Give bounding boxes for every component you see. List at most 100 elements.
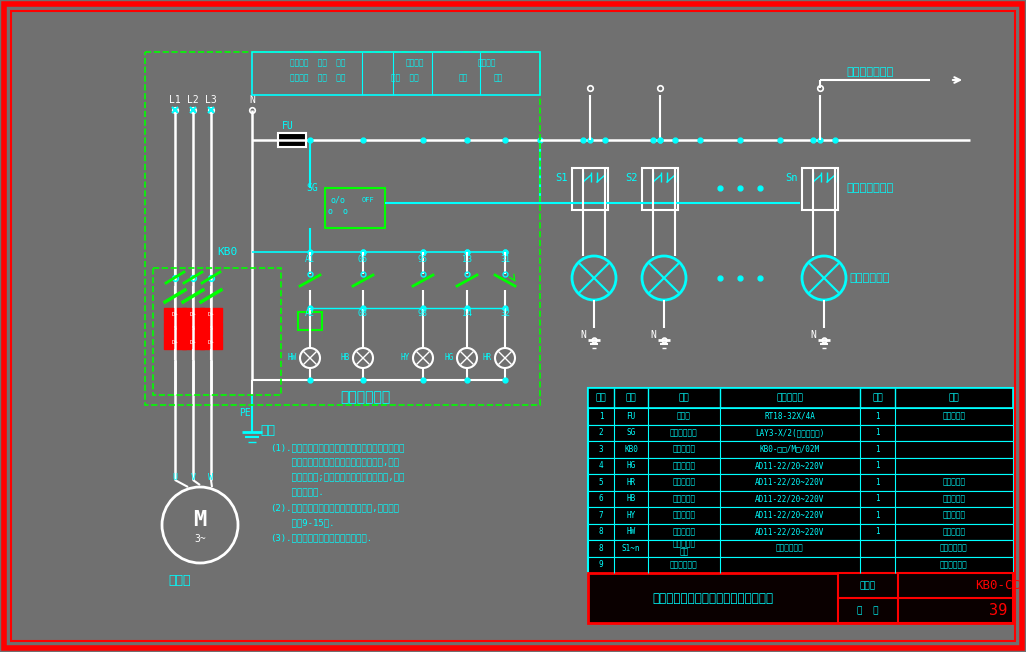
Text: 卫生间通风器与排风机联锁控制电路图: 卫生间通风器与排风机联锁控制电路图 — [653, 591, 774, 604]
Text: 报警  故障: 报警 故障 — [391, 74, 419, 83]
Text: 注：: 注： — [260, 424, 275, 436]
Text: FU: FU — [627, 412, 636, 421]
Text: 开关: 开关 — [679, 548, 688, 557]
Bar — [573, 168, 608, 210]
Text: HB: HB — [627, 494, 636, 503]
Text: 卫生间双极开关: 卫生间双极开关 — [846, 183, 894, 193]
Text: 报警信号: 报警信号 — [405, 59, 424, 68]
Text: 5: 5 — [599, 478, 603, 487]
Text: 备注: 备注 — [949, 394, 959, 402]
Text: L2: L2 — [187, 95, 199, 105]
Text: N: N — [249, 95, 254, 105]
Text: 装于各卫生间: 装于各卫生间 — [940, 560, 968, 569]
Text: 1: 1 — [875, 412, 880, 421]
Text: 排风机: 排风机 — [168, 574, 191, 587]
Text: 5: 5 — [192, 325, 195, 331]
Text: D>: D> — [190, 312, 196, 316]
Text: 绿色信号灯: 绿色信号灯 — [672, 461, 696, 470]
Bar — [252, 52, 540, 95]
Text: 装于各卫生间: 装于各卫生间 — [940, 544, 968, 553]
Text: 熔断器: 熔断器 — [677, 412, 690, 421]
Text: 06: 06 — [358, 256, 368, 265]
Text: HR: HR — [627, 478, 636, 487]
Text: FU: FU — [282, 121, 293, 131]
Text: (1).本图适用于各卫生间通风器与排风机联锁控制；: (1).本图适用于各卫生间通风器与排风机联锁控制； — [270, 443, 404, 452]
Text: S1: S1 — [555, 173, 568, 183]
Text: N: N — [811, 330, 816, 340]
Bar — [588, 557, 1013, 573]
Text: 8: 8 — [599, 544, 603, 553]
Text: 蓝色信号灯: 蓝色信号灯 — [672, 494, 696, 503]
Text: 5: 5 — [173, 325, 176, 331]
Text: 图集号: 图集号 — [860, 581, 876, 590]
Text: D>: D> — [207, 312, 214, 316]
Text: 1: 1 — [875, 527, 880, 536]
Text: S2: S2 — [626, 173, 638, 183]
Bar — [588, 507, 1013, 524]
Text: L1: L1 — [169, 95, 181, 105]
Text: HW: HW — [287, 353, 297, 363]
Bar — [642, 168, 678, 210]
Text: D>: D> — [190, 340, 196, 344]
Text: PE: PE — [239, 408, 251, 418]
Text: 5: 5 — [209, 325, 212, 331]
Text: 停止: 停止 — [494, 74, 503, 83]
Text: D>: D> — [171, 340, 179, 344]
Text: 排风机运行;当全部卫生间通风器关闭后,排风: 排风机运行;当全部卫生间通风器关闭后,排风 — [270, 473, 404, 482]
Text: 起键保护器: 起键保护器 — [672, 445, 696, 454]
Bar — [588, 474, 1013, 490]
Text: 工程设计决定: 工程设计决定 — [776, 544, 804, 553]
Text: HG: HG — [444, 353, 453, 363]
Text: 3~: 3~ — [194, 534, 206, 544]
Text: KB0-□□/M□/02M: KB0-□□/M□/02M — [760, 445, 820, 454]
Text: 4: 4 — [599, 461, 603, 470]
Text: LAY3-X/2(三位旋位式): LAY3-X/2(三位旋位式) — [755, 428, 825, 437]
Text: 39: 39 — [989, 603, 1008, 618]
Text: 运行: 运行 — [459, 74, 468, 83]
Text: A1: A1 — [305, 256, 315, 265]
Text: 95: 95 — [418, 256, 428, 265]
Bar — [588, 408, 1013, 424]
Text: 1: 1 — [875, 428, 880, 437]
Text: AD11-22/20~220V: AD11-22/20~220V — [755, 527, 825, 536]
Text: S1~n: S1~n — [622, 544, 640, 553]
Text: 卫生间通风器: 卫生间通风器 — [850, 273, 891, 283]
Bar — [164, 336, 186, 349]
Text: 集第9-15页.: 集第9-15页. — [270, 518, 334, 527]
Text: KB0: KB0 — [218, 247, 237, 257]
Text: OFF: OFF — [361, 197, 374, 203]
Text: 按需要增减: 按需要增减 — [943, 527, 965, 536]
Bar — [588, 573, 1013, 623]
Text: 带熔断指示: 带熔断指示 — [943, 412, 965, 421]
Text: HG: HG — [627, 461, 636, 470]
Text: 电源电源  手动  联锁: 电源电源 手动 联锁 — [290, 59, 346, 68]
Text: A2: A2 — [305, 310, 315, 318]
Text: 1: 1 — [875, 445, 880, 454]
Text: 红色信号灯: 红色信号灯 — [672, 478, 696, 487]
Bar — [588, 524, 1013, 540]
Text: 机停止运行.: 机停止运行. — [270, 488, 324, 497]
Text: 1: 1 — [875, 461, 880, 470]
Text: 排风机配电箱: 排风机配电箱 — [340, 390, 390, 404]
Text: D>: D> — [171, 312, 179, 316]
Bar — [298, 312, 322, 330]
Text: SG: SG — [627, 428, 636, 437]
Text: 6: 6 — [599, 494, 603, 503]
Text: M: M — [193, 510, 206, 530]
Text: HW: HW — [627, 527, 636, 536]
Text: 序号: 序号 — [596, 394, 606, 402]
Text: 9: 9 — [599, 560, 603, 569]
Bar — [182, 322, 204, 335]
Bar — [164, 322, 186, 335]
Text: D>: D> — [207, 340, 214, 344]
Text: 旋钮位置开关: 旋钮位置开关 — [670, 428, 698, 437]
Text: N: N — [650, 330, 656, 340]
Text: 按需要增减: 按需要增减 — [943, 478, 965, 487]
Text: o  o: o o — [328, 207, 348, 216]
Text: 白色信号灯: 白色信号灯 — [672, 527, 696, 536]
Text: 保护信号  故障  联锁: 保护信号 故障 联锁 — [290, 74, 346, 83]
Text: 数量: 数量 — [872, 394, 883, 402]
Text: 黄色信号灯: 黄色信号灯 — [672, 511, 696, 520]
Text: 接各卫生间电源: 接各卫生间电源 — [846, 67, 894, 77]
Text: 名称: 名称 — [678, 394, 689, 402]
